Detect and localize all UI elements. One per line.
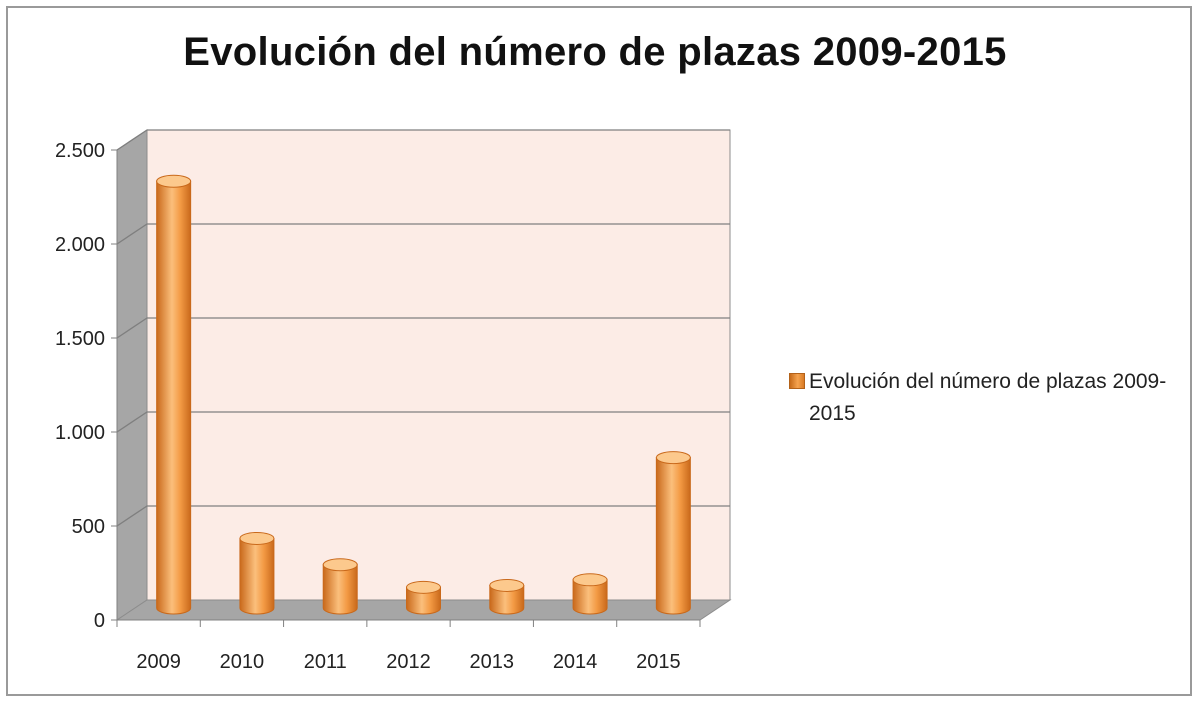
gridline — [116, 411, 730, 433]
y-tick-label: 0 — [94, 610, 105, 632]
bar — [322, 558, 358, 615]
bar-top — [489, 578, 525, 592]
bar — [406, 580, 441, 615]
bar — [239, 531, 275, 615]
plot-walls — [115, 129, 732, 621]
bar-top — [572, 573, 608, 587]
x-tick-label: 2009 — [136, 651, 181, 673]
bar-body — [406, 586, 441, 615]
back-wall — [146, 129, 731, 601]
bar-body — [156, 180, 192, 615]
gridline — [116, 505, 730, 527]
bar — [572, 573, 608, 615]
y-tick-label: 2.500 — [55, 140, 105, 162]
bar — [156, 174, 192, 615]
bar-top — [156, 174, 192, 188]
gridline — [116, 223, 730, 245]
x-tick-label: 2012 — [386, 651, 431, 673]
chart-title: Evolución del número de plazas 2009-2015 — [183, 30, 1007, 74]
bar-body — [322, 564, 358, 615]
y-tick-label: 500 — [72, 516, 105, 538]
y-axis: 0 500 1.000 1.500 2.000 2.500 — [55, 140, 118, 632]
legend-swatch — [789, 373, 805, 389]
bar-body — [239, 537, 275, 615]
bar-top — [406, 580, 441, 594]
bar — [489, 578, 525, 615]
bar-body — [489, 584, 525, 615]
y-tick-label: 1.500 — [55, 328, 105, 350]
bar-top — [655, 451, 691, 465]
legend: Evolución del número de plazas 2009-2015 — [789, 366, 1179, 430]
x-tick-label: 2013 — [470, 651, 515, 673]
bars — [156, 174, 691, 615]
y-tick-label: 2.000 — [55, 234, 105, 256]
bar-top — [322, 558, 358, 572]
x-tick-label: 2011 — [304, 651, 347, 673]
bar — [655, 451, 691, 615]
gridline — [116, 129, 730, 151]
bar-body — [655, 457, 691, 615]
bar-body — [572, 579, 608, 615]
x-tick-label: 2010 — [220, 651, 265, 673]
x-tick-label: 2014 — [553, 651, 598, 673]
y-tick-label: 1.000 — [55, 422, 105, 444]
x-axis: 2009 2010 2011 2012 2013 2014 2015 — [116, 619, 701, 673]
bar-top — [239, 531, 275, 545]
x-tick-label: 2015 — [636, 651, 681, 673]
gridlines — [116, 129, 730, 527]
legend-label: Evolución del número de plazas 2009-2015 — [809, 370, 1167, 425]
gridline — [116, 317, 730, 339]
side-wall — [116, 129, 148, 621]
